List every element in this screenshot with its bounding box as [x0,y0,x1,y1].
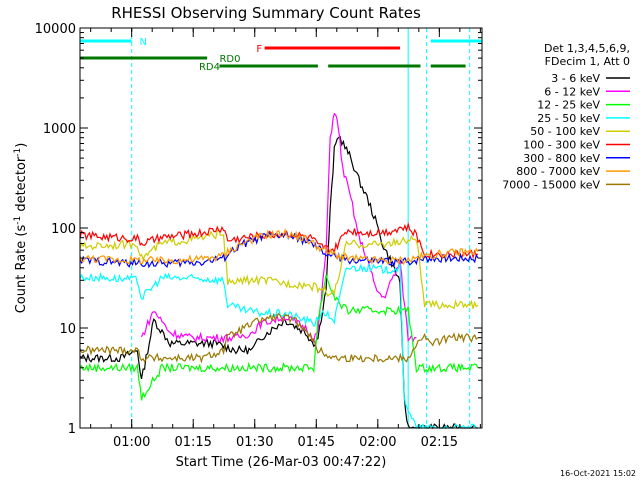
legend-header-line1: Det 1,3,4,5,6,9, [544,42,630,55]
footer-timestamp: 16-Oct-2021 15:02 [560,469,636,478]
legend-label-5: 100 - 300 keV [523,139,600,152]
x-tick-label-2: 01:30 [236,435,273,450]
y-tick-label-2: 100 [51,222,76,237]
y-tick-label-4: 10000 [35,22,76,37]
y-tick-label-1: 10 [59,322,76,337]
series-line-5 [79,221,479,260]
flag-label-0: N [139,37,146,48]
y-axis-label-sup2: -1 [13,148,23,157]
x-tick-label-3: 01:45 [298,435,335,450]
y-tick-label-0: 1 [68,422,76,437]
legend-label-3: 25 - 50 keV [537,112,600,125]
flag-label-2: F [256,44,262,55]
x-tick-label-1: 01:15 [174,435,211,450]
legend-label-8: 7000 - 15000 keV [502,178,600,191]
legend-label-4: 50 - 100 keV [530,125,600,138]
legend-label-1: 6 - 12 keV [544,85,600,98]
flag-label-1: RD0 [219,54,240,65]
y-tick-label-3: 1000 [43,122,76,137]
x-tick-label-4: 02:00 [359,435,396,450]
legend-label-7: 800 - 7000 keV [516,165,600,178]
legend-header-line2: FDecim 1, Att 0 [545,55,630,68]
series-line-4 [79,228,479,310]
y-axis-label-main: Count Rate (s [14,225,29,314]
y-axis-label-sup1: -1 [13,216,23,225]
flag-label-3: RD4 [199,62,220,73]
legend-label-2: 12 - 25 keV [537,99,600,112]
x-tick-label-0: 01:00 [113,435,150,450]
legend-label-6: 300 - 800 keV [523,152,600,165]
y-axis-label: Count Rate (s-1 detector-1) [13,143,29,314]
chart-title: RHESSI Observing Summary Count Rates [111,4,421,22]
series-line-2 [79,274,479,401]
series-line-8 [79,312,479,364]
plot-content: N RD0 F RD4 [79,28,482,430]
x-tick-label-5: 02:15 [421,435,458,450]
legend-label-0: 3 - 6 keV [551,72,600,85]
y-axis-label-end: ) [14,143,29,148]
series-line-3 [79,263,478,430]
legend: Det 1,3,4,5,6,9, FDecim 1, Att 0 3 - 6 k… [502,42,630,191]
y-axis-label-mid: detector [14,156,29,216]
axes: 1 10 100 1000 10000 01:00 01:15 01:30 01:45 02:00… [35,22,482,450]
series-line-7 [79,228,479,266]
x-axis-label: Start Time (26-Mar-03 00:47:22) [176,455,387,470]
